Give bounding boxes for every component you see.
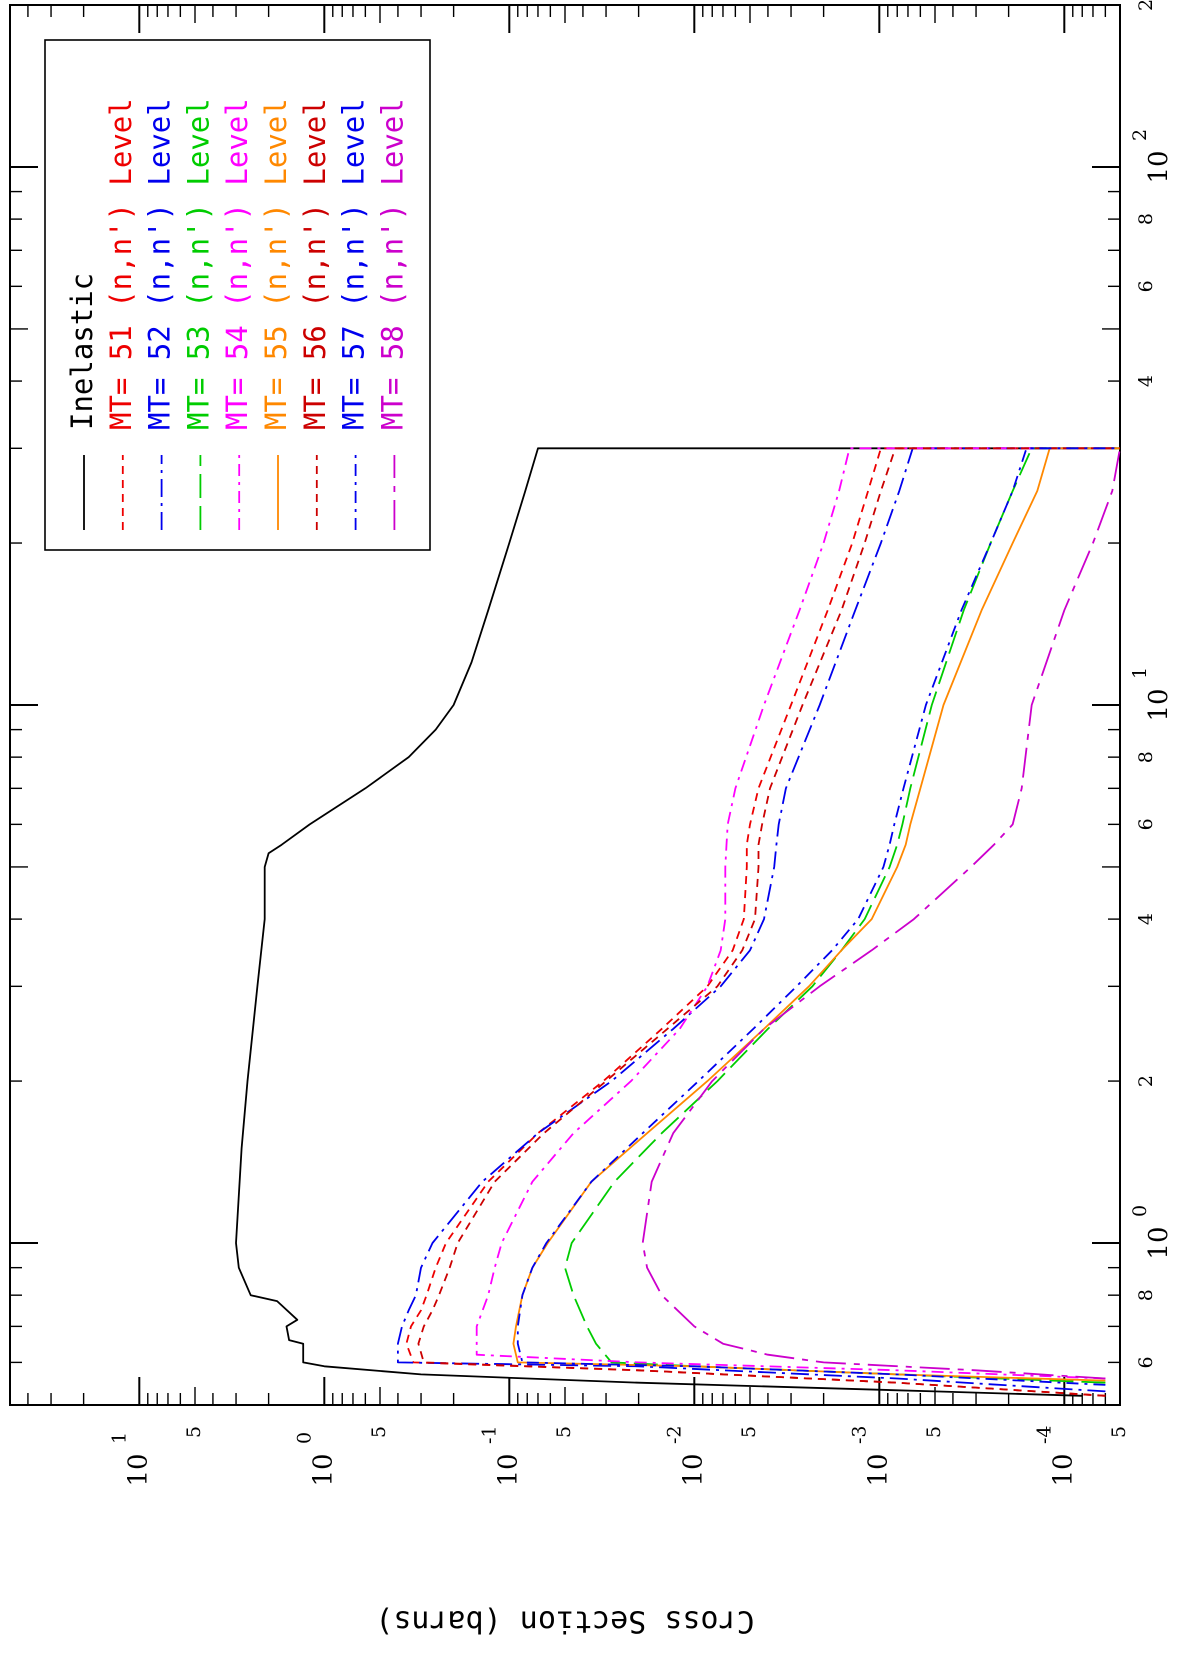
x-tick-label-text: 10: [1144, 688, 1174, 721]
series-line-mt-53: [564, 447, 1120, 1384]
legend-entry: MT= 55 (n,n') Level: [259, 98, 293, 430]
y-tick-minor-label: 5: [1108, 1426, 1130, 1438]
legend-label: MT= 53 (n,n') Level: [181, 98, 215, 430]
x-tick-minor-label: 4: [1135, 913, 1157, 925]
x-tick-label-text: 10: [1144, 150, 1174, 183]
x-tick-minor-label-text: 8: [1135, 751, 1157, 763]
y-tick-label: 10-1: [478, 1425, 523, 1486]
x-tick-minor-label-text: 4: [1135, 375, 1157, 387]
x-tick-minor-label: 4: [1135, 375, 1157, 387]
y-tick-minor-label: 5: [553, 1426, 575, 1438]
legend-label: MT= 58 (n,n') Level: [375, 98, 409, 430]
legend-entry: MT= 57 (n,n') Level: [337, 98, 371, 430]
y-tick-label-exponent: 1: [108, 1432, 130, 1444]
series-line-mt-55: [512, 447, 1120, 1382]
x-tick-label: 10 2: [1129, 129, 1174, 184]
legend-label: MT= 54 (n,n') Level: [220, 98, 254, 430]
y-tick-label-exponent: -2: [663, 1425, 685, 1444]
x-tick-minor-label-text: 6: [1135, 1356, 1157, 1368]
legend-entry: MT= 52 (n,n') Level: [143, 98, 177, 430]
x-tick-label: 10 0: [1129, 1205, 1174, 1260]
y-tick-label: 10 1: [108, 1432, 153, 1487]
x-tick-minor-label-text: 4: [1135, 913, 1157, 925]
legend-entry: MT= 58 (n,n') Level: [375, 98, 409, 430]
y-tick-label: 10-3: [848, 1425, 893, 1486]
legend: Inelastic MT= 51 (n,n') Level MT= 52 (n,n'…: [44, 39, 431, 551]
y-tick-label: 10-4: [1033, 1425, 1078, 1486]
series-line-mt-52: [397, 447, 1120, 1393]
x-tick-labels: 10 0 10 1 10 2 6 8 2 4 6 8 4 6 8 2: [1129, 0, 1174, 1368]
y-tick-label-exponent: 0: [293, 1432, 315, 1444]
plot-area: 100101102682468468210-410-310-210-110010…: [9, 0, 1174, 1639]
legend-label: MT= 51 (n,n') Level: [104, 98, 138, 430]
x-tick-minor-label-text: 6: [1135, 280, 1157, 292]
x-tick-minor-label: 6: [1135, 280, 1157, 292]
series-line-mt-56: [417, 447, 1120, 1397]
y-tick-minor-label: 5: [923, 1426, 945, 1438]
x-tick-label-exponent: 0: [1129, 1205, 1151, 1217]
y-tick-minor-label-text: 5: [923, 1426, 945, 1438]
legend-label: MT= 57 (n,n') Level: [337, 98, 371, 430]
y-tick-label: 10 0: [293, 1432, 338, 1487]
y-tick-minor-label-text: 5: [738, 1426, 760, 1438]
series-line-mt-57: [516, 447, 1120, 1386]
x-tick-label-exponent: 2: [1129, 129, 1151, 141]
y-tick-label-text: 10: [493, 1453, 523, 1486]
y-tick-label-text: 10: [123, 1453, 153, 1486]
y-tick-minor-label-text: 5: [183, 1426, 205, 1438]
y-tick-label-exponent: -3: [848, 1425, 870, 1444]
legend-label: MT= 52 (n,n') Level: [143, 98, 177, 430]
x-tick-label-exponent: 1: [1129, 667, 1151, 679]
y-tick-minor-label-text: 5: [553, 1426, 575, 1438]
legend-entry: MT= 56 (n,n') Level: [298, 98, 332, 430]
x-tick-label: 10 1: [1129, 667, 1174, 722]
y-tick-minor-label: 5: [183, 1426, 205, 1438]
x-tick-minor-label: 2: [1135, 1075, 1157, 1087]
x-tick-minor-label: 8: [1135, 213, 1157, 225]
y-tick-minor-label: 5: [368, 1426, 390, 1438]
x-tick-minor-label-text: 6: [1135, 818, 1157, 830]
y-axis-title: Cross Section (barns): [375, 1604, 754, 1639]
y-tick-label-text: 10: [308, 1453, 338, 1486]
series-line-mt-51: [405, 447, 1120, 1397]
x-tick-minor-label: 6: [1135, 818, 1157, 830]
legend-label: Inelastic: [65, 273, 99, 430]
legend-label: MT= 55 (n,n') Level: [259, 98, 293, 430]
x-tick-minor-label-text: 8: [1135, 1289, 1157, 1301]
x-tick-minor-label: 8: [1135, 751, 1157, 763]
legend-box: [44, 39, 431, 551]
series-lines: [235, 447, 1121, 1397]
x-tick-minor-label: 2: [1135, 0, 1157, 11]
y-tick-label-text: 10: [678, 1453, 708, 1486]
x-tick-minor-label: 8: [1135, 1289, 1157, 1301]
x-tick-label-text: 10: [1144, 1226, 1174, 1259]
legend-label: MT= 56 (n,n') Level: [298, 98, 332, 430]
legend-entry: MT= 54 (n,n') Level: [220, 98, 254, 430]
y-tick-label-exponent: -4: [1033, 1425, 1055, 1444]
y-tick-label: 10-2: [663, 1425, 708, 1486]
y-tick-minor-label-text: 5: [368, 1426, 390, 1438]
x-tick-minor-label-text: 8: [1135, 213, 1157, 225]
y-tick-minor-label: 5: [738, 1426, 760, 1438]
x-tick-minor-label-text: 2: [1135, 1075, 1157, 1087]
series-line-mt-54: [475, 447, 1120, 1380]
legend-entry: MT= 53 (n,n') Level: [181, 98, 215, 430]
y-tick-label-text: 10: [863, 1453, 893, 1486]
x-tick-minor-label: 6: [1135, 1356, 1157, 1368]
x-tick-minor-label-text: 2: [1135, 0, 1157, 11]
series-line-inelastic: [235, 447, 1120, 1397]
legend-entry: Inelastic: [65, 273, 99, 430]
y-tick-minor-label-text: 5: [1108, 1426, 1130, 1438]
legend-entry: MT= 51 (n,n') Level: [104, 98, 138, 430]
y-axis-ticks: [9, 5, 1121, 1405]
y-tick-label-exponent: -1: [478, 1425, 500, 1444]
series-line-mt-58: [641, 448, 1121, 1380]
y-tick-label-text: 10: [1048, 1453, 1078, 1486]
